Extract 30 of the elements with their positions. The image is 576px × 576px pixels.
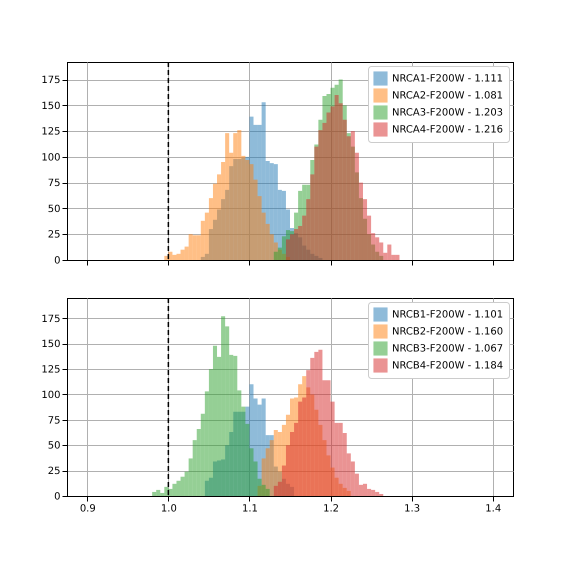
legend-label: NRCB1-F200W - 1.101 (392, 310, 504, 320)
y-tick-label: 50 (48, 440, 60, 452)
x-tick-label: 1.4 (485, 504, 502, 514)
y-tick-label: 150 (41, 100, 60, 112)
legend-label: NRCA4-F200W - 1.216 (392, 124, 504, 136)
legend-label: NRCA1-F200W - 1.111 (392, 74, 504, 84)
legend-label: NRCB3-F200W - 1.067 (392, 344, 504, 354)
y-tick-label: 75 (48, 178, 60, 190)
legend-label: NRCB2-F200W - 1.160 (392, 326, 504, 338)
y-tick-label: 150 (41, 339, 60, 350)
y-tick-label: 175 (41, 75, 60, 86)
x-tick-label: 1.3 (404, 504, 420, 514)
y-tick-label: 25 (48, 466, 60, 478)
x-tick-label: 1.1 (242, 504, 258, 514)
y-tick-label: 125 (41, 364, 60, 376)
legend-label: NRCA3-F200W - 1.203 (392, 108, 504, 118)
x-tick-label: 0.9 (80, 504, 96, 514)
x-tick-label: 1.0 (160, 504, 177, 514)
x-tick-label: 1.2 (323, 504, 339, 514)
y-tick-label: 175 (41, 314, 60, 325)
legend-label: NRCA2-F200W - 1.081 (392, 90, 504, 102)
y-tick-label: 0 (54, 492, 60, 502)
legend-label: NRCB4-F200W - 1.184 (392, 360, 504, 372)
y-tick-label: 75 (48, 415, 60, 426)
y-tick-label: 50 (48, 204, 60, 215)
y-tick-label: 100 (41, 390, 60, 401)
y-tick-label: 125 (41, 126, 60, 138)
y-tick-label: 100 (41, 152, 60, 164)
y-tick-label: 0 (54, 256, 60, 266)
y-tick-label: 25 (48, 230, 60, 241)
